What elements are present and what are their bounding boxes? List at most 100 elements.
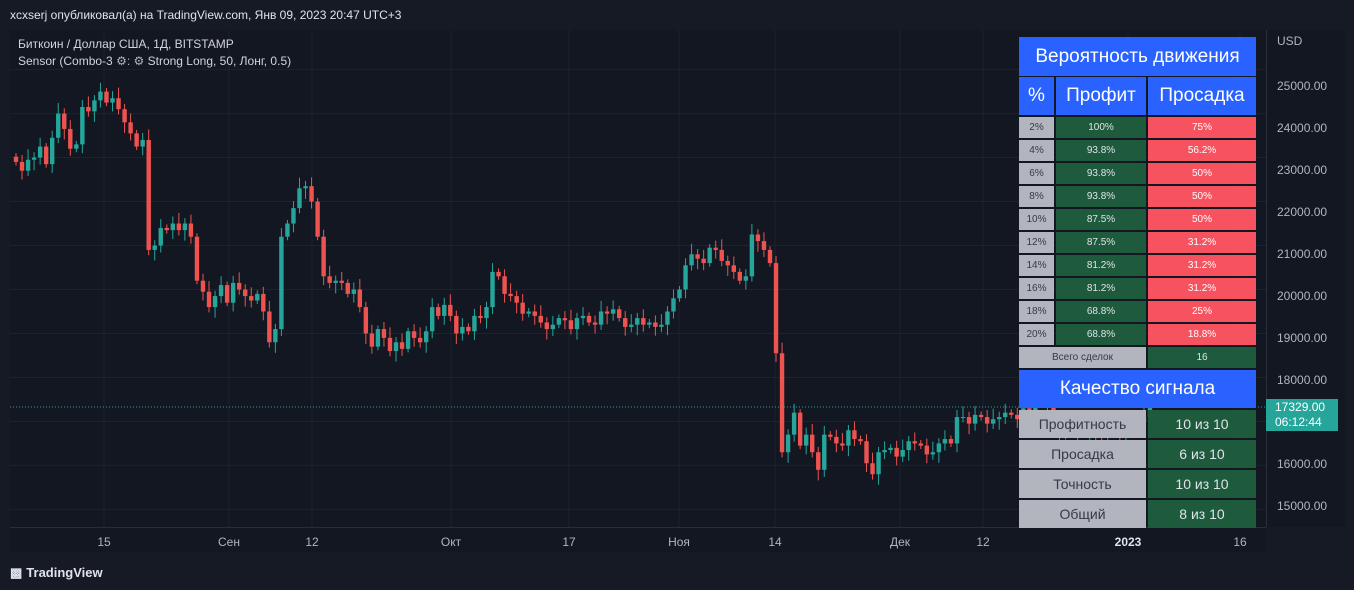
candle bbox=[912, 432, 917, 451]
candle-body bbox=[906, 441, 911, 451]
candle-body bbox=[840, 443, 845, 446]
pct-cell: 12% bbox=[1019, 232, 1054, 253]
candle-body bbox=[598, 311, 604, 325]
candle-body bbox=[236, 282, 242, 290]
candle bbox=[683, 258, 688, 299]
candle bbox=[333, 275, 338, 294]
quality-value: 8 из 10 bbox=[1148, 500, 1256, 528]
candle-body bbox=[683, 265, 688, 290]
candle bbox=[598, 300, 604, 330]
candle-body bbox=[230, 282, 236, 303]
candle-body bbox=[544, 322, 550, 330]
gear-icon[interactable]: ⚙︎: bbox=[116, 54, 131, 68]
candle bbox=[966, 411, 972, 435]
candle bbox=[791, 403, 797, 442]
candle-body bbox=[146, 139, 151, 250]
time-label: Дек bbox=[889, 535, 911, 549]
profit-cell: 93.8% bbox=[1056, 163, 1146, 184]
candle bbox=[62, 108, 67, 140]
candle bbox=[779, 342, 785, 458]
candle bbox=[743, 269, 749, 290]
profit-cell: 68.8% bbox=[1056, 324, 1146, 345]
time-label: Сен bbox=[218, 535, 240, 549]
candle bbox=[218, 276, 224, 304]
candle-body bbox=[671, 298, 676, 312]
candle-body bbox=[604, 311, 610, 314]
candle bbox=[496, 268, 501, 280]
candle bbox=[954, 410, 960, 453]
candle bbox=[785, 429, 791, 463]
candle bbox=[695, 249, 700, 270]
candle-body bbox=[212, 296, 218, 308]
indicator-legend[interactable]: Sensor (Combo-3 ⚙︎: ⚙︎ Strong Long, 50, … bbox=[18, 53, 291, 70]
candle bbox=[665, 306, 670, 336]
candle-body bbox=[954, 417, 960, 444]
candle bbox=[74, 140, 79, 153]
candle-body bbox=[158, 227, 163, 246]
quality-title: Качество сигнала bbox=[1019, 370, 1256, 408]
drawdown-cell: 18.8% bbox=[1148, 324, 1256, 345]
candle-body bbox=[116, 98, 121, 110]
candle-body bbox=[496, 271, 501, 277]
candle-body bbox=[924, 445, 930, 455]
candle-body bbox=[363, 307, 369, 334]
candle bbox=[659, 314, 664, 333]
candle-body bbox=[761, 241, 767, 250]
time-scale[interactable]: 15 Сен 12 Окт 17 Ноя 14 Дек 12 2023 16 bbox=[10, 527, 1266, 552]
time-label: 12 bbox=[976, 535, 990, 549]
candle bbox=[689, 243, 694, 271]
candle bbox=[960, 406, 966, 423]
candle-body bbox=[218, 285, 224, 297]
candle-body bbox=[411, 331, 417, 338]
footer: ▩ TradingView bbox=[0, 558, 1354, 588]
candle bbox=[984, 410, 990, 433]
time-label: Ноя bbox=[668, 535, 690, 549]
candle-body bbox=[882, 450, 887, 453]
pct-cell: 4% bbox=[1019, 140, 1054, 161]
price-label: 22000.00 bbox=[1277, 205, 1328, 219]
candle bbox=[206, 281, 212, 313]
candle-body bbox=[454, 315, 459, 334]
candle bbox=[194, 233, 200, 285]
candle-body bbox=[942, 439, 948, 444]
candle-body bbox=[641, 318, 646, 325]
candle bbox=[37, 137, 43, 165]
drawdown-cell: 31.2% bbox=[1148, 255, 1256, 276]
candle bbox=[490, 263, 495, 315]
candle-body bbox=[86, 106, 91, 112]
candle-body bbox=[532, 311, 537, 316]
candle bbox=[1003, 403, 1008, 425]
candle bbox=[894, 440, 899, 466]
candle-body bbox=[592, 322, 598, 325]
candle bbox=[586, 312, 592, 327]
candle-body bbox=[773, 263, 779, 354]
candle-body bbox=[930, 452, 936, 455]
candle-body bbox=[864, 441, 869, 464]
profit-cell: 100% bbox=[1056, 117, 1146, 138]
price-label: 20000.00 bbox=[1277, 289, 1328, 303]
candle-body bbox=[755, 234, 761, 242]
candle bbox=[182, 218, 188, 241]
candle bbox=[858, 435, 863, 445]
symbol-title[interactable]: Биткоин / Доллар США, 1Д, BITSTAMP bbox=[18, 37, 234, 51]
candle bbox=[924, 438, 930, 464]
candle bbox=[797, 409, 803, 450]
candle bbox=[773, 256, 779, 363]
tradingview-logo[interactable]: ▩ TradingView bbox=[10, 565, 103, 581]
bar-countdown: 06:12:44 bbox=[1275, 415, 1322, 429]
candle-body bbox=[279, 236, 284, 330]
candle-body bbox=[1009, 412, 1014, 415]
candle bbox=[363, 301, 369, 345]
time-label: 16 bbox=[1233, 535, 1247, 549]
price-scale[interactable]: USD 25000.00 24000.00 23000.00 22000.00 … bbox=[1266, 30, 1345, 527]
time-label: Окт bbox=[440, 535, 462, 549]
candle bbox=[393, 336, 399, 362]
candle-body bbox=[695, 254, 700, 259]
candle-body bbox=[249, 296, 254, 301]
time-label-year: 2023 bbox=[1114, 535, 1142, 549]
candle-body bbox=[188, 223, 194, 237]
candle bbox=[810, 424, 815, 458]
candle bbox=[122, 103, 127, 133]
candle bbox=[816, 446, 821, 481]
gear-icon-2[interactable]: ⚙︎ bbox=[133, 54, 145, 68]
